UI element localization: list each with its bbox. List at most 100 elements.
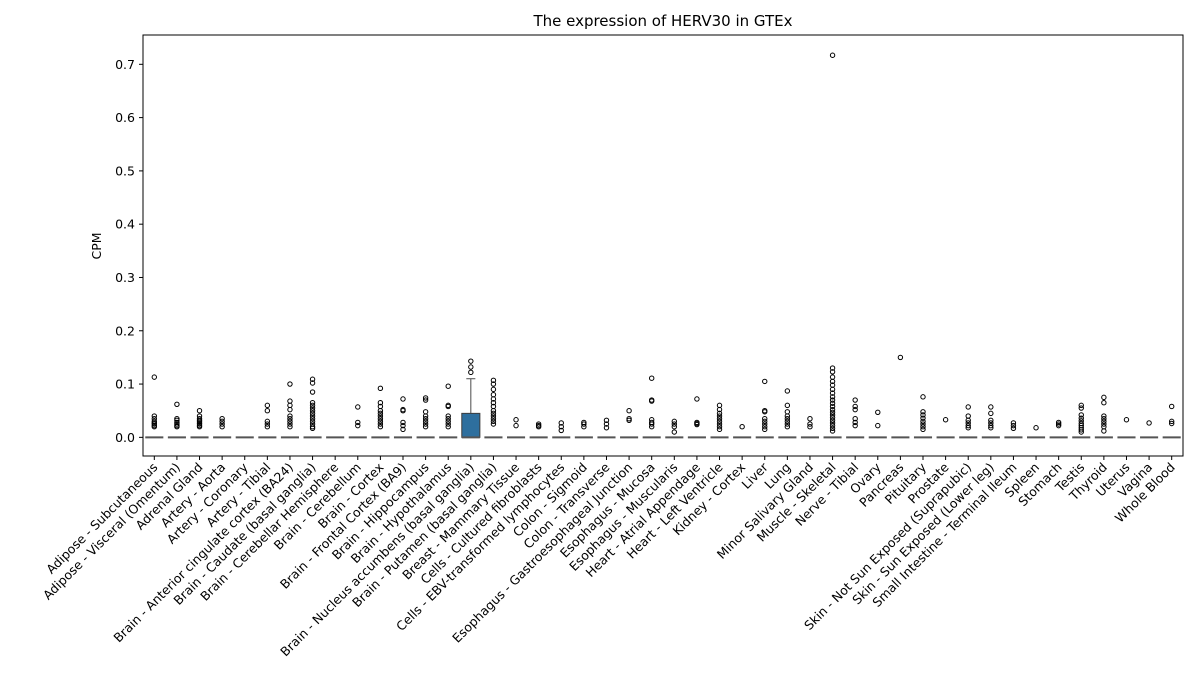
outlier-point (445, 413, 451, 419)
category-box (1072, 402, 1091, 439)
category-box (145, 374, 164, 439)
outlier-point (920, 394, 926, 400)
outlier-point (219, 423, 225, 430)
outlier-point (671, 418, 678, 425)
outlier-point (807, 423, 813, 430)
outlier-point (309, 402, 316, 409)
outlier-point (309, 389, 316, 395)
outlier-point (920, 415, 926, 421)
outlier-point (377, 385, 384, 392)
outlier-point (626, 417, 632, 423)
outlier-point (1078, 429, 1084, 435)
outlier-point (784, 421, 791, 427)
outlier-point (648, 398, 655, 404)
category-box (1140, 420, 1159, 439)
outlier-point (1078, 415, 1084, 421)
outlier-point (829, 369, 836, 375)
category-box (439, 383, 458, 439)
outlier-point (829, 386, 836, 393)
outlier-point (1078, 412, 1084, 418)
category-box (574, 419, 593, 439)
outlier-point (422, 409, 429, 415)
outlier-point (377, 408, 384, 414)
outlier-point (829, 52, 836, 58)
outlier-point (784, 409, 791, 415)
category-box (597, 417, 616, 439)
outlier-point (264, 418, 271, 425)
category-box (710, 402, 729, 439)
outlier-point (807, 421, 813, 427)
outlier-point (400, 408, 406, 414)
y-tick-label: 0.1 (115, 377, 135, 392)
outlier-point (287, 418, 293, 425)
outlier-point (196, 423, 203, 430)
outlier-point (490, 377, 497, 384)
outlier-point (942, 417, 949, 423)
outlier-point (739, 423, 745, 430)
outlier-point (558, 423, 564, 430)
outlier-point (603, 417, 610, 423)
outlier-point (829, 409, 836, 416)
outlier-point (445, 415, 451, 422)
outlier-point (468, 369, 474, 376)
outlier-point (829, 394, 836, 400)
category-box (213, 415, 232, 439)
outlier-point (558, 427, 564, 434)
outlier-point (490, 408, 497, 414)
category-box (800, 415, 819, 439)
outlier-point (1101, 418, 1107, 425)
outlier-point (581, 423, 587, 430)
category-box (959, 404, 978, 439)
outlier-point (784, 402, 791, 409)
outlier-point (377, 423, 384, 430)
outlier-point (151, 421, 158, 427)
category-box (507, 417, 526, 439)
outlier-point (309, 405, 316, 411)
outlier-point (762, 378, 768, 385)
outlier-point (784, 423, 791, 430)
outlier-point (1078, 405, 1084, 411)
category-box (393, 396, 413, 439)
category-box (868, 409, 887, 439)
outlier-point (309, 415, 316, 422)
outlier-point (445, 383, 451, 389)
outlier-point (287, 423, 293, 430)
category-box (687, 396, 706, 439)
outlier-point (174, 415, 180, 422)
outlier-point (377, 418, 384, 425)
outlier-point (829, 400, 836, 406)
category-box (642, 375, 661, 439)
outlier-point (309, 408, 316, 414)
category-box (1004, 420, 1023, 439)
outlier-point (174, 401, 180, 408)
outlier-point (355, 422, 361, 429)
outlier-point (829, 420, 836, 426)
category-box (1094, 394, 1113, 439)
outlier-point (287, 406, 293, 413)
outlier-point (1101, 400, 1107, 406)
outlier-point (490, 381, 497, 387)
category-box (846, 397, 865, 439)
category-box (416, 395, 435, 439)
category-box (913, 394, 933, 439)
outlier-point (716, 410, 723, 417)
outlier-point (671, 429, 678, 435)
outlier-point (965, 417, 971, 423)
outlier-point (309, 376, 316, 382)
outlier-point (829, 422, 836, 429)
outlier-point (309, 410, 316, 417)
chart-title: The expression of HERV30 in GTEx (532, 12, 792, 30)
outlier-point (852, 397, 858, 403)
outlier-point (219, 418, 225, 425)
outlier-point (829, 406, 836, 413)
outlier-point (762, 409, 768, 415)
category-box (1162, 403, 1181, 439)
y-axis: 0.0 0.1 0.2 0.3 0.4 0.5 0.6 0.7 (115, 57, 143, 445)
outlier-point (400, 396, 406, 402)
outlier-point (897, 354, 904, 361)
outlier-point (287, 402, 293, 409)
outlier-point (400, 422, 406, 429)
outlier-point (490, 392, 497, 398)
category-box (665, 418, 684, 439)
